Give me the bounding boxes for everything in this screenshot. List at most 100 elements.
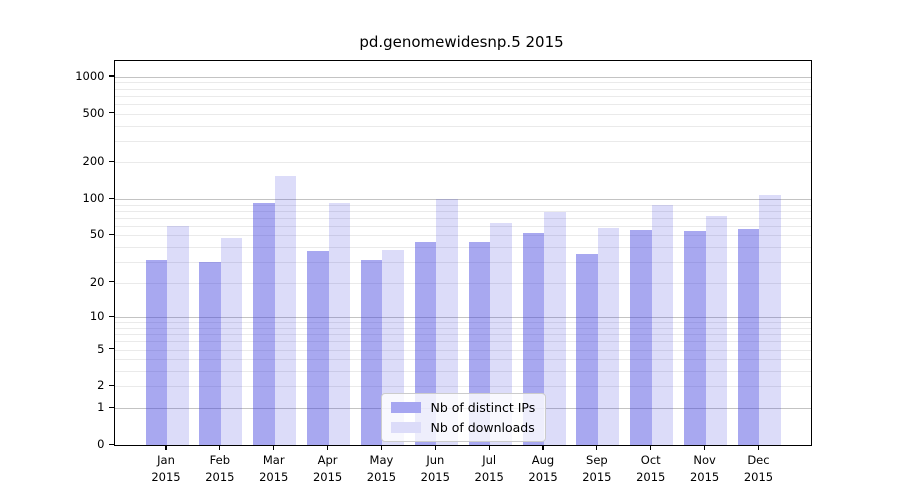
x-tick-mark-dec bbox=[757, 445, 760, 450]
legend-label-distinct-ips: Nb of distinct IPs bbox=[430, 400, 536, 415]
bar-distinct-ips-oct bbox=[630, 229, 652, 445]
y-tick-mark-100 bbox=[108, 197, 114, 199]
bar-downloads-apr bbox=[328, 203, 351, 445]
y-tick-mark-0 bbox=[108, 443, 114, 445]
x-tick-mark-jan bbox=[165, 445, 167, 450]
gridline-major-1000 bbox=[114, 76, 811, 78]
bar-distinct-ips-aug bbox=[522, 233, 545, 445]
gridline-minor-500 bbox=[114, 113, 811, 115]
gridline-minor-4 bbox=[114, 359, 811, 361]
gridline-minor-70 bbox=[114, 217, 811, 219]
bar-downloads-jan bbox=[167, 225, 189, 445]
gridline-minor-5 bbox=[114, 349, 811, 351]
bar-downloads-sep bbox=[597, 227, 620, 445]
x-tick-mark-oct bbox=[650, 445, 652, 450]
legend: Nb of distinct IPs Nb of downloads bbox=[380, 393, 547, 442]
gridline-minor-9 bbox=[114, 322, 811, 324]
x-tick-mark-mar bbox=[273, 445, 275, 450]
y-tick-mark-200 bbox=[108, 160, 114, 163]
gridline-minor-60 bbox=[114, 225, 811, 227]
y-tick-label-20: 20 bbox=[89, 274, 105, 289]
bar-distinct-ips-jan bbox=[145, 260, 167, 445]
x-tick-label-dec: Dec 2015 bbox=[743, 453, 774, 484]
y-tick-label-200: 200 bbox=[82, 154, 105, 169]
x-tick-label-jan: Jan 2015 bbox=[151, 453, 181, 484]
bar-distinct-ips-sep bbox=[576, 254, 598, 445]
x-tick-label-apr: Apr 2015 bbox=[312, 453, 343, 484]
y-tick-mark-5 bbox=[108, 348, 114, 350]
bar-downloads-mar bbox=[274, 175, 297, 445]
gridline-minor-800 bbox=[114, 88, 811, 90]
gridline-minor-900 bbox=[114, 82, 811, 84]
x-tick-label-mar: Mar 2015 bbox=[259, 453, 289, 484]
gridline-minor-700 bbox=[114, 95, 811, 97]
bar-downloads-oct bbox=[651, 204, 674, 445]
y-tick-mark-1000 bbox=[108, 75, 114, 77]
x-tick-label-may: May 2015 bbox=[366, 453, 397, 484]
y-tick-mark-10 bbox=[108, 315, 114, 317]
bar-distinct-ips-apr bbox=[307, 251, 329, 445]
x-tick-label-oct: Oct 2015 bbox=[636, 453, 666, 484]
x-tick-mark-nov bbox=[704, 445, 706, 450]
bar-distinct-ips-dec bbox=[737, 228, 760, 445]
bar-downloads-nov bbox=[705, 216, 728, 445]
x-tick-mark-apr bbox=[326, 445, 329, 450]
bar-distinct-ips-may bbox=[360, 260, 383, 445]
chart-title: pd.genomewidesnp.5 2015 bbox=[359, 33, 564, 51]
y-tick-label-500: 500 bbox=[82, 105, 105, 120]
bar-downloads-aug bbox=[544, 212, 566, 445]
legend-label-downloads: Nb of downloads bbox=[430, 420, 535, 435]
gridline-minor-90 bbox=[114, 204, 811, 206]
gridline-major-10 bbox=[114, 317, 811, 319]
bar-downloads-feb bbox=[220, 237, 243, 445]
gridline-minor-30 bbox=[114, 262, 811, 263]
bar-downloads-jul bbox=[490, 222, 512, 445]
y-tick-mark-2 bbox=[108, 384, 114, 387]
x-tick-mark-feb bbox=[219, 445, 221, 450]
gridline-minor-600 bbox=[114, 104, 811, 106]
legend-item-distinct-ips: Nb of distinct IPs bbox=[390, 400, 536, 415]
gridline-minor-300 bbox=[114, 140, 811, 142]
gridline-minor-6 bbox=[114, 341, 811, 343]
bar-distinct-ips-nov bbox=[684, 230, 706, 445]
gridline-minor-80 bbox=[114, 210, 811, 212]
legend-swatch-downloads-icon bbox=[390, 422, 421, 433]
y-tick-label-0: 0 bbox=[97, 437, 105, 451]
bar-distinct-ips-mar bbox=[253, 203, 275, 445]
y-tick-mark-50 bbox=[108, 233, 114, 236]
gridline-minor-40 bbox=[114, 247, 811, 249]
y-tick-label-50: 50 bbox=[89, 227, 105, 242]
gridline-minor-200 bbox=[114, 162, 811, 164]
gridline-minor-3 bbox=[114, 371, 811, 373]
x-tick-mark-may bbox=[380, 445, 383, 450]
gridline-minor-20 bbox=[114, 282, 811, 284]
legend-item-downloads: Nb of downloads bbox=[390, 420, 536, 435]
x-tick-label-feb: Feb 2015 bbox=[205, 453, 235, 484]
gridline-major-100 bbox=[114, 199, 811, 201]
legend-swatch-distinct-ips-icon bbox=[390, 402, 421, 413]
bar-distinct-ips-feb bbox=[199, 262, 221, 445]
y-tick-mark-20 bbox=[108, 281, 114, 283]
y-tick-mark-500 bbox=[108, 112, 114, 114]
x-tick-label-jun: Jun 2015 bbox=[420, 453, 450, 484]
plot-area: Nb of distinct IPs Nb of downloads bbox=[113, 60, 812, 446]
x-tick-mark-sep bbox=[596, 445, 598, 450]
x-tick-label-sep: Sep 2015 bbox=[582, 453, 612, 484]
y-tick-mark-1 bbox=[108, 406, 114, 408]
gridline-minor-8 bbox=[114, 327, 811, 329]
bar-downloads-dec bbox=[759, 195, 781, 445]
y-tick-label-2: 2 bbox=[97, 378, 105, 393]
x-tick-mark-jun bbox=[434, 445, 436, 450]
gridline-minor-2 bbox=[114, 386, 811, 388]
y-tick-label-100: 100 bbox=[82, 191, 105, 206]
y-tick-label-1: 1 bbox=[97, 400, 105, 415]
y-tick-label-5: 5 bbox=[97, 341, 105, 356]
y-tick-label-1000: 1000 bbox=[75, 68, 105, 83]
gridline-minor-400 bbox=[114, 125, 811, 127]
x-tick-label-nov: Nov 2015 bbox=[689, 453, 720, 484]
gridline-minor-50 bbox=[114, 235, 811, 237]
y-tick-label-10: 10 bbox=[89, 309, 105, 324]
x-tick-label-jul: Jul 2015 bbox=[474, 453, 504, 484]
x-tick-mark-jul bbox=[488, 445, 490, 450]
